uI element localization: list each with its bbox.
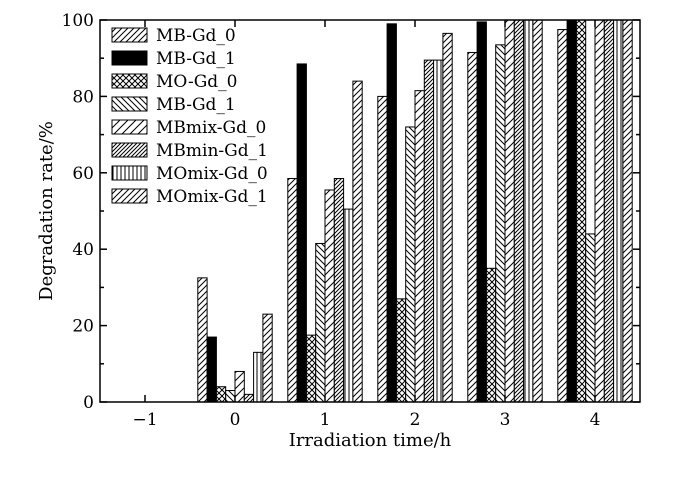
- bar: [603, 19, 615, 403]
- x-tick-labels: −1 0 1 2 3 4: [132, 410, 600, 430]
- bar: [513, 19, 525, 403]
- bar: [386, 23, 397, 403]
- legend: MB-Gd_0 MB-Gd_1 MO-Gd_0 MB-Gd_1 MBmix-Gd…: [111, 26, 268, 207]
- bar: [557, 29, 568, 403]
- legend-label: MBmix-Gd_0: [156, 118, 266, 138]
- bar: [225, 390, 236, 403]
- legend-swatch: [111, 27, 148, 43]
- bar: [495, 44, 506, 403]
- legend-swatch: [111, 119, 148, 135]
- legend-label: MOmix-Gd_1: [156, 187, 268, 207]
- y-tick-label: 60: [72, 164, 94, 184]
- legend-swatch: [111, 142, 148, 158]
- bar: [377, 95, 388, 403]
- x-tick-label: 0: [230, 410, 241, 430]
- legend-swatch: [111, 188, 148, 204]
- legend-label: MO-Gd_0: [156, 72, 238, 92]
- legend-label: MB-Gd_1: [156, 95, 236, 115]
- bar: [585, 233, 596, 403]
- bar: [594, 19, 605, 403]
- y-tick-label: 100: [62, 11, 94, 31]
- bar: [305, 334, 317, 403]
- legend-label: MB-Gd_0: [156, 26, 236, 46]
- y-axis-label: Degradation rate/%: [36, 121, 57, 301]
- x-tick-label: −1: [132, 410, 157, 430]
- bar: [215, 386, 227, 403]
- y-tick-label: 40: [72, 240, 94, 260]
- y-tick-labels: 0 20 40 60 80 100: [62, 11, 94, 413]
- bar: [234, 370, 245, 403]
- bar: [296, 63, 307, 403]
- bar: [613, 19, 624, 403]
- legend-swatch: [111, 50, 148, 66]
- bar: [532, 19, 543, 403]
- legend-swatch: [111, 165, 148, 181]
- legend-swatch: [111, 73, 148, 89]
- bar: [622, 19, 633, 403]
- bar: [253, 351, 264, 403]
- bar: [485, 267, 497, 403]
- bar: [566, 19, 577, 403]
- bar: [414, 90, 425, 403]
- bar: [433, 59, 444, 403]
- bar: [343, 208, 354, 403]
- bar: [467, 51, 478, 403]
- x-axis-label: Irradiation time/h: [289, 430, 452, 451]
- bar: [197, 277, 208, 403]
- bar: [423, 59, 435, 403]
- bar: [352, 80, 363, 403]
- bar: [476, 21, 487, 403]
- bar: [523, 19, 534, 403]
- axis-ticks: [100, 19, 640, 403]
- y-tick-label: 0: [83, 393, 94, 413]
- legend-swatch: [111, 96, 148, 112]
- bar: [405, 126, 416, 403]
- x-tick-label: 2: [410, 410, 421, 430]
- bar: [333, 178, 345, 403]
- y-tick-label: 80: [72, 87, 94, 107]
- x-tick-label: 1: [320, 410, 331, 430]
- bar: [395, 298, 407, 403]
- bar: [442, 32, 453, 403]
- bars-layer: [197, 19, 633, 403]
- bar: [206, 336, 217, 403]
- legend-label: MBmin-Gd_1: [156, 141, 268, 161]
- legend-label: MOmix-Gd_0: [156, 164, 268, 184]
- y-tick-label: 20: [72, 317, 94, 337]
- x-tick-label: 3: [500, 410, 511, 430]
- legend-label: MB-Gd_1: [156, 49, 236, 69]
- bar: [287, 178, 298, 403]
- bar: [243, 393, 255, 403]
- bar: [324, 189, 335, 403]
- bar: [575, 19, 587, 403]
- bar: [315, 242, 326, 403]
- bar: [504, 19, 515, 403]
- bar: [262, 313, 273, 403]
- x-tick-label: 4: [590, 410, 601, 430]
